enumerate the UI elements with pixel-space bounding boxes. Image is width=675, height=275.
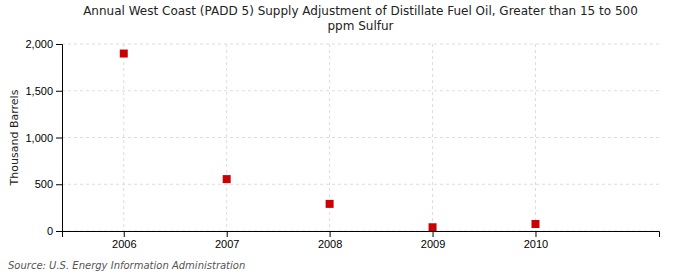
y-tick-label: 1,500: [25, 85, 53, 97]
y-tick-label: 2,000: [25, 38, 53, 50]
x-tick-label: 2006: [112, 238, 136, 250]
y-grid-line: [62, 44, 659, 45]
x-tick-label: 2007: [215, 238, 239, 250]
y-tick-mark: [56, 44, 62, 45]
x-tick-mark: [124, 231, 125, 237]
point: [326, 200, 334, 208]
chart: 2006 2007 2008 2009 2010 0 500 1,000 1,500 2,000 A…: [0, 0, 675, 275]
point: [223, 175, 231, 183]
y-tick-label: 1,000: [25, 132, 53, 144]
x-tick-mark: [227, 231, 228, 237]
y-grid-line: [62, 184, 659, 185]
point: [120, 50, 128, 58]
y-tick: 1,000: [25, 132, 62, 144]
x-tick: 2010: [524, 231, 548, 250]
y-tick: 0: [47, 225, 62, 237]
y-tick-label: 500: [35, 178, 53, 190]
x-tick-label: 2009: [421, 238, 445, 250]
x-tick-label: 2008: [318, 238, 342, 250]
y-grid-line: [62, 137, 659, 138]
point: [531, 220, 539, 228]
x-tick: 2006: [112, 231, 136, 250]
y-grid-line: [62, 90, 659, 91]
y-axis: 0 500 1,000 1,500 2,000: [25, 38, 62, 237]
y-tick-mark: [56, 231, 62, 232]
y-tick: 500: [35, 178, 62, 190]
x-grid-line: [123, 44, 124, 231]
y-tick-mark: [56, 138, 62, 139]
y-axis-line: [56, 45, 63, 232]
y-tick-mark: [56, 91, 62, 92]
x-tick: 2008: [318, 231, 342, 250]
x-tick-label: 2010: [524, 238, 548, 250]
x-grid-line: [226, 44, 227, 231]
y-tick: 2,000: [25, 38, 62, 50]
plot-area: 2006 2007 2008 2009 2010 0 500 1,000 1,500 2,000: [25, 38, 659, 250]
y-tick-mark: [56, 184, 62, 185]
x-tick-mark: [433, 231, 434, 237]
x-grid-line: [432, 44, 433, 231]
points: [120, 50, 540, 231]
title: Annual West Coast (PADD 5) Supply Adjust…: [83, 4, 638, 33]
x-grid-line: [535, 44, 536, 231]
y-tick: 1,500: [25, 85, 62, 97]
y-tick-label: 0: [47, 225, 53, 237]
y-axis-title: Thousand Barrels: [8, 89, 21, 186]
x-tick-mark: [535, 231, 536, 237]
grid: [62, 44, 659, 231]
point: [429, 223, 437, 231]
x-tick: 2009: [421, 231, 445, 250]
x-axis: 2006 2007 2008 2009 2010: [63, 231, 660, 250]
x-axis-line: [63, 232, 660, 238]
x-tick: 2007: [215, 231, 239, 250]
x-tick-mark: [330, 231, 331, 237]
source-note: Source: U.S. Energy Information Administ…: [8, 260, 245, 271]
